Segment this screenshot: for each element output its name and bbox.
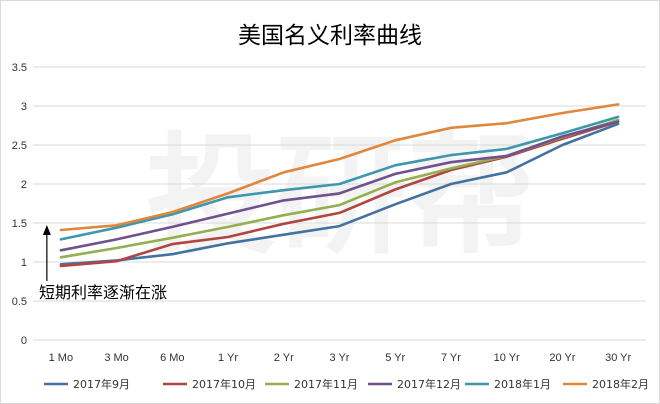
series-line: [59, 103, 620, 232]
x-tick-label: 3 Yr: [330, 352, 350, 364]
chart-title: 美国名义利率曲线: [238, 23, 422, 49]
series-line: [59, 120, 620, 252]
legend-label: 2018年1月: [494, 377, 551, 391]
annotation-text: 短期利率逐渐在涨: [39, 283, 167, 302]
x-tick-label: 20 Yr: [549, 352, 575, 364]
x-tick-label: 7 Yr: [441, 352, 461, 364]
series-line: [59, 122, 620, 266]
x-tick-label: 1 Mo: [49, 352, 73, 364]
x-tick-label: 2 Yr: [274, 352, 294, 364]
y-tick-label: 2.5: [12, 140, 27, 152]
legend-label: 2018年2月: [592, 377, 649, 391]
x-tick-label: 30 Yr: [605, 352, 631, 364]
legend-label: 2017年9月: [73, 377, 130, 391]
y-tick-label: 1: [21, 257, 27, 269]
y-tick-label: 0.5: [12, 296, 27, 308]
y-tick-label: 2: [21, 179, 27, 191]
x-tick-label: 10 Yr: [494, 352, 520, 364]
y-tick-label: 3: [21, 101, 27, 113]
annotation-arrowhead: [42, 225, 51, 235]
x-tick-label: 5 Yr: [385, 352, 405, 364]
legend-label: 2017年10月: [192, 377, 256, 391]
x-tick-label: 6 Mo: [160, 352, 184, 364]
x-tick-label: 1 Yr: [218, 352, 238, 364]
x-tick-label: 3 Mo: [104, 352, 128, 364]
legend-label: 2017年12月: [397, 377, 461, 391]
y-tick-label: 1.5: [12, 218, 27, 230]
y-tick-label: 3.5: [12, 62, 27, 74]
series-line: [59, 115, 620, 241]
y-tick-label: 0: [21, 335, 27, 347]
legend-label: 2017年11月: [294, 377, 358, 391]
